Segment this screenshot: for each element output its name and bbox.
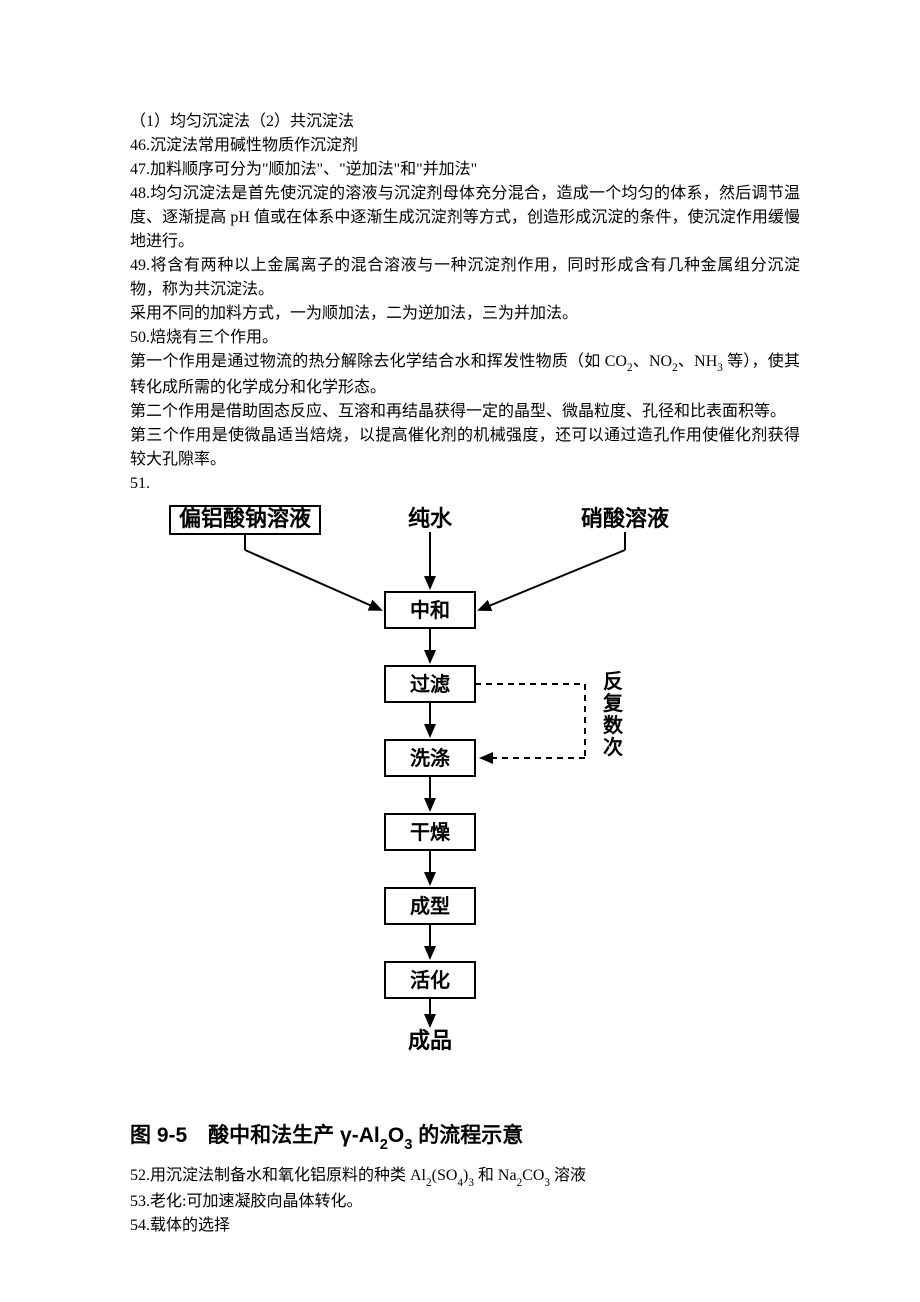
para-47: 47.加料顺序可分为"顺加法"、"逆加法"和"并加法" (130, 158, 800, 182)
text: 第一个作用是通过物流的热分解除去化学结合水和挥发性物质（如 CO (130, 353, 627, 370)
para-49: 49.将含有两种以上金属离子的混合溶液与一种沉淀剂作用，同时形成含有几种金属组分… (130, 254, 800, 302)
para-50-2: 第二个作用是借助固态反应、互溶和再结晶获得一定的晶型、微晶粒度、孔径和比表面积等… (130, 400, 800, 424)
svg-text:中和: 中和 (410, 598, 450, 622)
sub-co3: 3 (544, 1177, 550, 1189)
sub-3: 3 (468, 1177, 474, 1189)
sub-so4: 4 (457, 1177, 463, 1189)
caption-sub1: 2 (380, 1137, 388, 1153)
svg-text:成品: 成品 (408, 1028, 452, 1053)
para-50-3: 第三个作用是使微晶适当焙烧，以提高催化剂的机械强度，还可以通过造孔作用使催化剂获… (130, 424, 800, 472)
sub-no2: 2 (672, 362, 678, 374)
caption-sub2: 3 (404, 1137, 412, 1153)
text: 和 Na (474, 1167, 517, 1184)
para-53: 53.老化:可加速凝胶向晶体转化。 (130, 1190, 800, 1214)
text: 52.用沉淀法制备水和氧化铝原料的种类 Al (130, 1167, 426, 1184)
svg-text:偏铝酸钠溶液: 偏铝酸钠溶液 (179, 506, 311, 531)
svg-text:硝酸溶液: 硝酸溶液 (581, 506, 669, 531)
sub-al2: 2 (426, 1177, 432, 1189)
para-52: 52.用沉淀法制备水和氧化铝原料的种类 Al2(SO4)3 和 Na2CO3 溶… (130, 1164, 800, 1190)
svg-text:次: 次 (603, 735, 623, 759)
para-54: 54.载体的选择 (130, 1214, 800, 1238)
para-51: 51. (130, 472, 800, 496)
para-45-sub: （1）均匀沉淀法（2）共沉淀法 (130, 110, 800, 134)
svg-text:纯水: 纯水 (408, 506, 453, 531)
para-48: 48.均匀沉淀法是首先使沉淀的溶液与沉淀剂母体充分混合，造成一个均匀的体系，然后… (130, 182, 800, 254)
svg-text:活化: 活化 (410, 968, 450, 992)
sub-na2: 2 (517, 1177, 523, 1189)
para-49b: 采用不同的加料方式，一为顺加法，二为逆加法，三为并加法。 (130, 302, 800, 326)
para-50: 50.焙烧有三个作用。 (130, 326, 800, 350)
svg-text:反: 反 (603, 670, 623, 693)
svg-text:数: 数 (603, 713, 624, 737)
caption-mid: O (388, 1124, 404, 1147)
sub-nh3: 3 (717, 362, 723, 374)
para-46: 46.沉淀法常用碱性物质作沉淀剂 (130, 134, 800, 158)
text: 、NH (678, 353, 718, 370)
svg-text:过滤: 过滤 (410, 673, 450, 696)
svg-text:复: 复 (602, 691, 624, 715)
text: CO (522, 1167, 544, 1184)
sub-co2: 2 (627, 362, 633, 374)
caption-suffix: 的流程示意 (412, 1124, 523, 1147)
svg-text:成型: 成型 (410, 894, 450, 918)
text: 、NO (633, 353, 673, 370)
para-50-1: 第一个作用是通过物流的热分解除去化学结合水和挥发性物质（如 CO2、NO2、NH… (130, 350, 800, 400)
caption-prefix: 图 9-5 酸中和法生产 γ-Al (130, 1124, 380, 1147)
flowchart-diagram: 偏铝酸钠溶液 纯水 硝酸溶液中和过滤洗涤干燥成型活化成品 反复数次 (130, 504, 800, 1102)
svg-text:洗涤: 洗涤 (410, 746, 450, 770)
text: (SO (432, 1167, 458, 1184)
svg-text:干燥: 干燥 (410, 821, 451, 844)
figure-caption: 图 9-5 酸中和法生产 γ-Al2O3 的流程示意 (130, 1120, 800, 1154)
text: 溶液 (550, 1167, 586, 1184)
